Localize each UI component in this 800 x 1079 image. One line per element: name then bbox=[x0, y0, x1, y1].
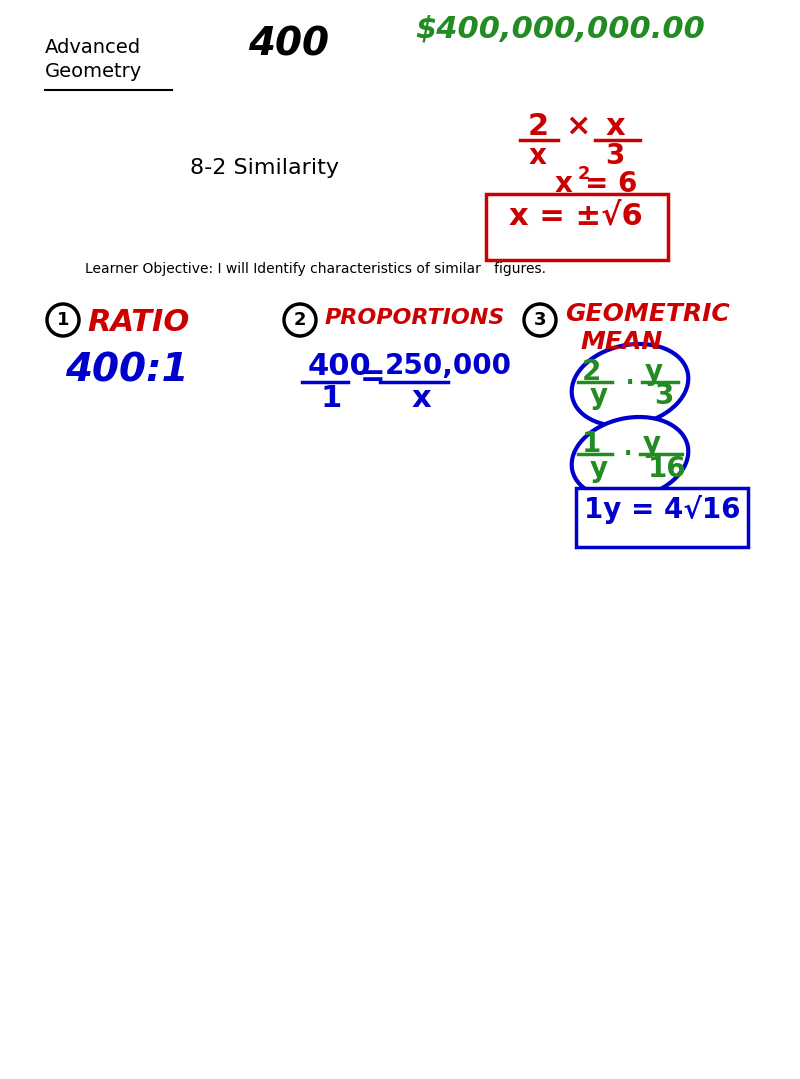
Text: 1: 1 bbox=[320, 384, 342, 413]
Text: PROPORTIONS: PROPORTIONS bbox=[325, 308, 506, 328]
Ellipse shape bbox=[572, 416, 688, 498]
Text: Geometry: Geometry bbox=[45, 62, 142, 81]
Text: x = ±√6: x = ±√6 bbox=[509, 202, 643, 231]
Text: 8-2 Similarity: 8-2 Similarity bbox=[190, 158, 339, 178]
Text: RATIO: RATIO bbox=[87, 308, 190, 337]
Text: x: x bbox=[555, 170, 573, 199]
Text: 16: 16 bbox=[648, 455, 686, 483]
Text: 3: 3 bbox=[606, 142, 625, 170]
Text: y: y bbox=[643, 431, 661, 457]
Text: =: = bbox=[360, 361, 386, 391]
Text: 1y = 4√16: 1y = 4√16 bbox=[584, 495, 740, 524]
Text: 3: 3 bbox=[654, 382, 674, 410]
Text: ·: · bbox=[622, 436, 634, 474]
Text: 2: 2 bbox=[582, 358, 602, 386]
FancyBboxPatch shape bbox=[576, 488, 748, 547]
Text: 2: 2 bbox=[527, 112, 549, 141]
Text: ×: × bbox=[566, 112, 590, 141]
Text: y: y bbox=[645, 358, 663, 386]
Text: Learner Objective: I will Identify characteristics of similar   figures.: Learner Objective: I will Identify chara… bbox=[85, 262, 546, 276]
FancyBboxPatch shape bbox=[486, 194, 668, 260]
Ellipse shape bbox=[572, 344, 688, 426]
Text: GEOMETRIC: GEOMETRIC bbox=[565, 302, 730, 326]
Text: $400,000,000.00: $400,000,000.00 bbox=[415, 15, 705, 44]
Text: y: y bbox=[590, 382, 608, 410]
Text: x = ±√6: x = ±√6 bbox=[508, 202, 642, 231]
Text: 400: 400 bbox=[248, 25, 329, 63]
Text: x: x bbox=[605, 112, 625, 141]
Text: 250,000: 250,000 bbox=[385, 352, 512, 380]
Text: Advanced: Advanced bbox=[45, 38, 141, 57]
Text: 1: 1 bbox=[57, 311, 70, 329]
Text: 2: 2 bbox=[294, 311, 306, 329]
Text: x: x bbox=[412, 384, 432, 413]
Text: 400: 400 bbox=[308, 352, 372, 381]
Text: 3: 3 bbox=[534, 311, 546, 329]
Text: 2: 2 bbox=[578, 165, 590, 183]
Text: x: x bbox=[529, 142, 547, 170]
Text: y: y bbox=[590, 455, 608, 483]
Text: ·: · bbox=[624, 365, 636, 402]
Text: 1: 1 bbox=[582, 431, 602, 457]
Text: = 6: = 6 bbox=[585, 170, 638, 199]
Text: MEAN: MEAN bbox=[580, 330, 662, 354]
Text: 400:1: 400:1 bbox=[65, 352, 189, 390]
